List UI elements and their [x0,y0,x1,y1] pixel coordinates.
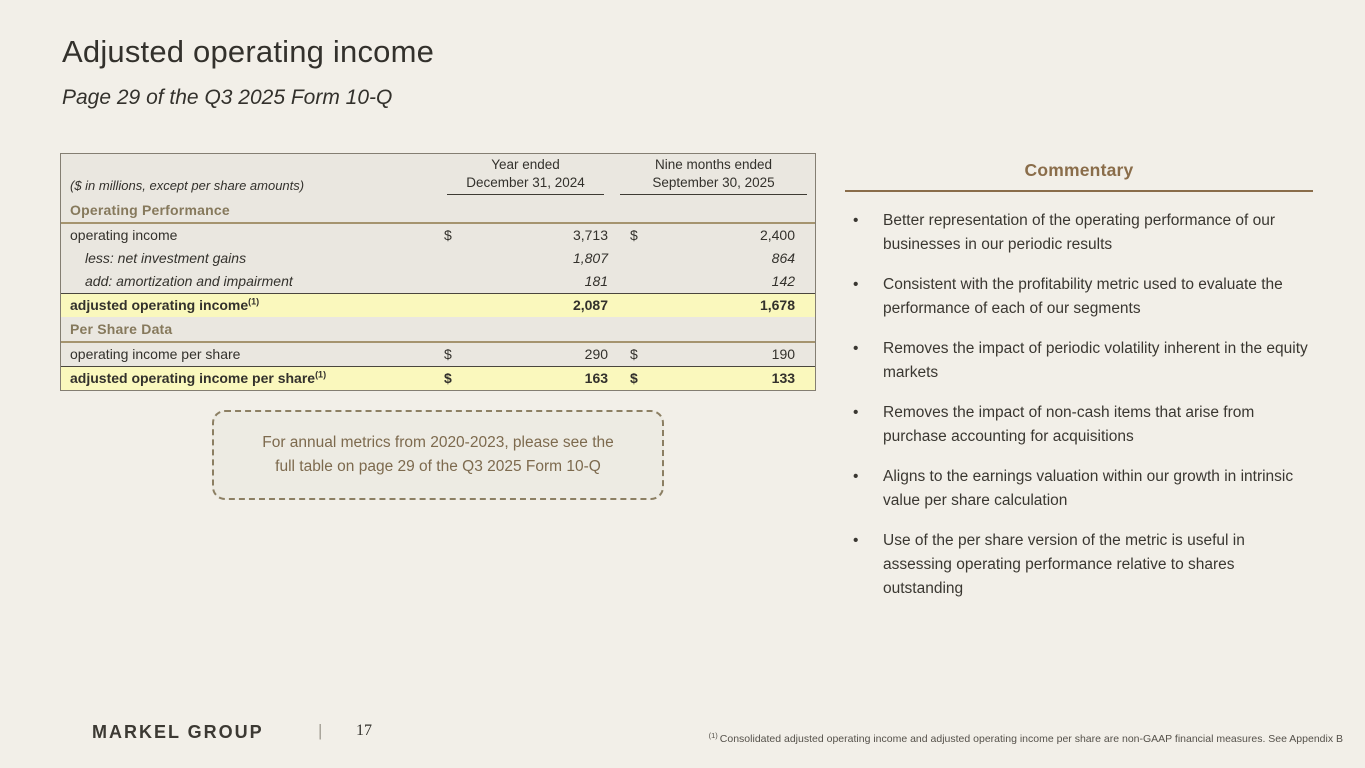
currency-symbol: $ [630,345,638,362]
financial-table: ($ in millions, except per share amounts… [60,153,816,391]
currency-symbol [612,270,658,294]
row-label-text: adjusted operating income [70,297,249,314]
table-row-adjusted-operating-income: adjusted operating income(1) 2,087 1,678 [61,293,816,318]
value-cell: 133 [658,365,816,390]
value-cell: 190 [771,345,796,362]
currency-symbol [439,247,465,270]
value-cell: 2,087 [465,293,613,318]
table-row-operating-income-per-share: operating income per share $ 290 $ 190 [61,342,815,367]
currency-symbol: $ [612,365,659,390]
currency-symbol [439,270,465,294]
value-cell: 181 [584,273,609,289]
value-cell: 864 [771,249,796,266]
value-cell: 290 [584,345,609,362]
currency-symbol: $ [444,226,452,243]
col-header-nine-months: Nine months ended September 30, 2025 [612,154,815,198]
currency-symbol [439,293,465,318]
table-row-adjusted-operating-income-per-share: adjusted operating income per share(1) $… [61,365,816,390]
commentary-bullets: Better representation of the operating p… [845,209,1313,601]
row-label: operating income per share [70,345,241,362]
commentary-bullet: Aligns to the earnings valuation within … [845,465,1313,513]
commentary-bullet: Consistent with the profitability metric… [845,273,1313,321]
section-row-operating-performance: Operating Performance [61,198,816,224]
value-cell: 1,807 [572,249,609,266]
footnote-marker: (1) [315,369,327,380]
page-number: 17 [356,722,372,739]
section-label: Per Share Data [61,317,816,343]
row-label: adjusted operating income(1) [61,293,439,318]
col-header-line2: September 30, 2025 [652,175,775,191]
row-label: less: net investment gains [85,249,247,266]
value-cell: 2,400 [759,226,796,243]
table-header-row: ($ in millions, except per share amounts… [61,154,815,198]
page-title: Adjusted operating income [62,34,435,69]
section-row-per-share-data: Per Share Data [61,317,816,343]
table-row-operating-income: operating income $ 3,713 $ 2,400 [61,223,815,247]
company-logo: MARKEL GROUP [92,722,264,742]
footnote-marker: (1) [708,730,718,740]
note-line: full table on page 29 of the Q3 2025 For… [275,458,601,475]
table-row-net-investment-gains: less: net investment gains 1,807 864 [61,247,815,270]
commentary-bullet: Use of the per share version of the metr… [845,529,1313,601]
value-cell: 163 [465,365,613,390]
table-row-amortization-impairment: add: amortization and impairment 181 142 [61,270,815,294]
annual-metrics-note: For annual metrics from 2020-2023, pleas… [212,410,664,500]
commentary-bullet: Removes the impact of non-cash items tha… [845,401,1313,449]
note-line: For annual metrics from 2020-2023, pleas… [262,433,614,451]
page-subtitle: Page 29 of the Q3 2025 Form 10-Q [62,86,393,109]
value-cell: 1,678 [658,293,816,318]
section-label: Operating Performance [61,198,816,224]
currency-symbol [612,247,658,270]
value-cell: 142 [771,273,796,289]
currency-symbol [612,293,659,318]
footer-separator: | [318,721,323,740]
row-label: add: amortization and impairment [85,273,293,289]
footnote: (1) Consolidated adjusted operating incom… [708,730,1343,745]
row-label-text: adjusted operating income per share [70,369,316,386]
col-header-line1: Nine months ended [654,157,773,172]
col-header-line1: Year ended [491,157,560,172]
col-header-year-ended: Year ended December 31, 2024 [439,154,612,198]
table-caption: ($ in millions, except per share amounts… [70,177,305,193]
footnote-text: Consolidated adjusted operating income a… [719,733,1343,745]
col-header-line2: December 31, 2024 [466,175,585,191]
footnote-marker: (1) [248,296,260,307]
commentary-bullet: Removes the impact of periodic volatilit… [845,337,1313,385]
currency-symbol: $ [630,226,638,243]
value-cell: 3,713 [572,226,609,243]
currency-symbol: $ [439,365,465,390]
commentary-title: Commentary [845,160,1313,192]
commentary-bullet: Better representation of the operating p… [845,209,1313,257]
currency-symbol: $ [444,345,452,362]
row-label: adjusted operating income per share(1) [61,365,439,390]
commentary-panel: Commentary Better representation of the … [845,160,1313,617]
row-label: operating income [70,226,178,243]
